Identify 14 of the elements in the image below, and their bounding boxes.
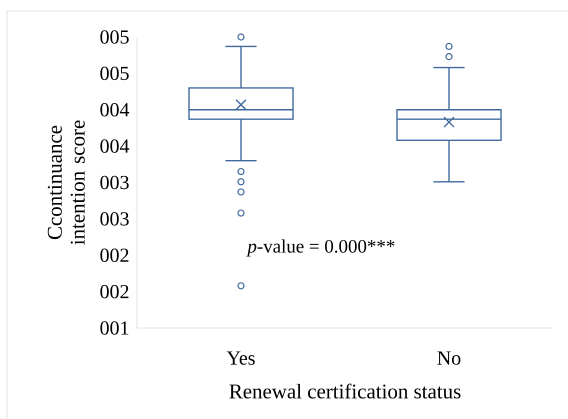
y-tick-label: 004 (100, 103, 130, 116)
y-tick-label: 002 (100, 284, 128, 298)
y-tick-label: 003 (100, 176, 129, 190)
y-tick-label: 005 (100, 66, 129, 80)
x-tick-label: No (437, 352, 460, 365)
y-tick-label: 003 (100, 212, 129, 226)
x-axis-title: Renewal certification status (229, 384, 460, 399)
x-tick-label: Yes (226, 352, 255, 365)
annotation: p-value = 0.000*** (246, 239, 394, 257)
y-tick-label: 001 (100, 321, 128, 335)
y-tick-label: 002 (100, 248, 128, 262)
y-axis-title: Ccontinuance intention score (48, 120, 85, 245)
y-tick-label: 004 (100, 139, 130, 153)
y-tick-label: 005 (100, 30, 129, 44)
